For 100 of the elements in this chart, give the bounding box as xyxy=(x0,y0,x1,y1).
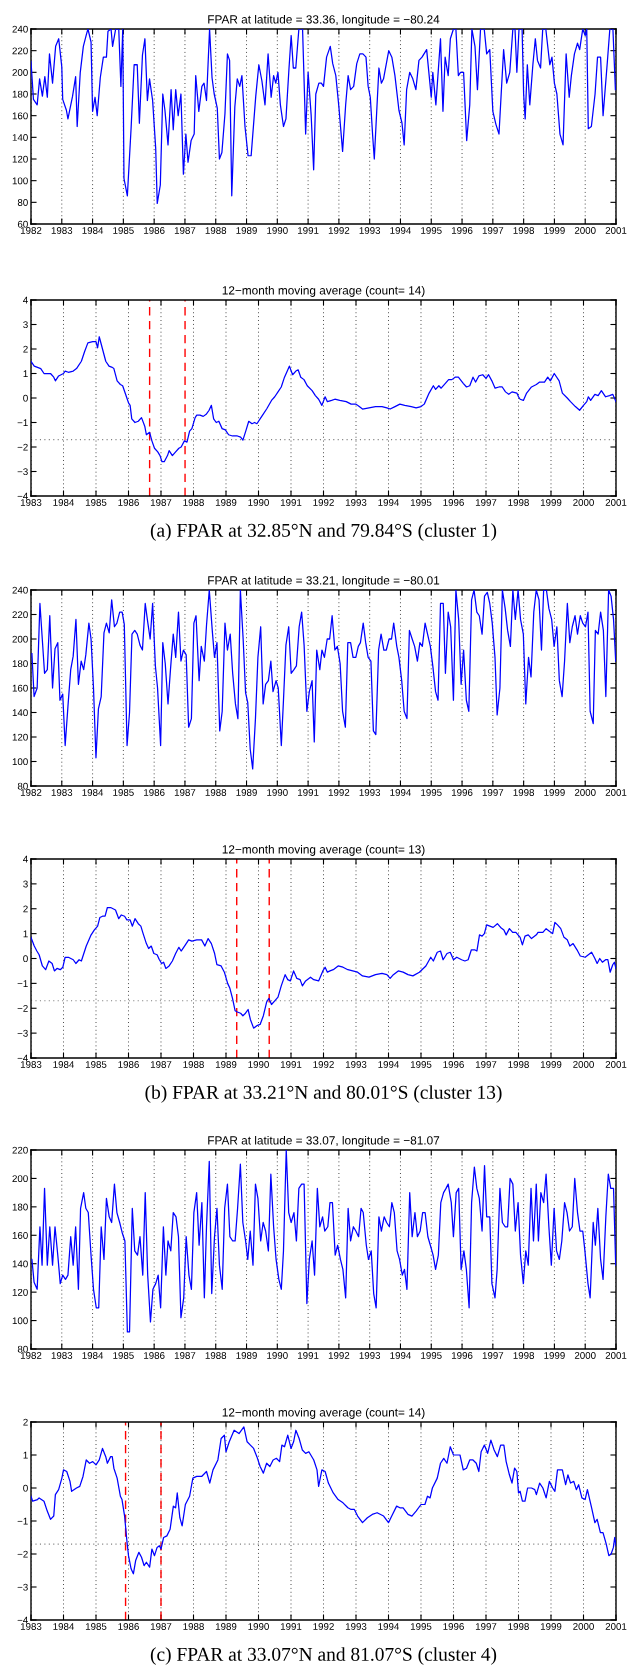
x-tick-label: 1999 xyxy=(540,1623,562,1630)
x-tick-label: 1985 xyxy=(85,499,107,506)
x-tick-label: 1985 xyxy=(85,1623,107,1630)
chart-title: 12−month moving average (count= 14) xyxy=(222,285,425,297)
x-tick-label: 1992 xyxy=(313,1061,334,1068)
y-tick-label: −2 xyxy=(17,1550,28,1558)
x-tick-label: 1987 xyxy=(174,789,196,796)
y-tick-label: 140 xyxy=(12,709,28,717)
x-tick-label: 1989 xyxy=(236,789,257,796)
y-tick-label: 2 xyxy=(23,345,28,353)
x-tick-label: 1998 xyxy=(508,499,529,506)
x-tick-label: 1984 xyxy=(53,499,75,506)
x-tick-label: 1994 xyxy=(390,789,411,796)
x-tick-label: 1986 xyxy=(144,789,165,796)
x-tick-label: 1995 xyxy=(410,1061,432,1068)
x-tick-label: 1982 xyxy=(20,789,42,796)
x-tick-label: 1987 xyxy=(174,227,196,234)
x-tick-label: 1990 xyxy=(267,1352,288,1359)
x-tick-label: 1994 xyxy=(378,499,400,506)
y-tick-label: 180 xyxy=(12,1203,28,1211)
x-tick-label: 2001 xyxy=(605,1352,627,1359)
x-tick-label: 1990 xyxy=(267,789,288,796)
y-tick-label: −1 xyxy=(17,1517,28,1525)
x-tick-label: 1986 xyxy=(144,1352,165,1359)
y-tick-label: 180 xyxy=(12,660,28,668)
y-tick-label: 80 xyxy=(17,782,28,790)
x-tick-label: 1991 xyxy=(298,227,319,234)
x-tick-label: 1995 xyxy=(410,1623,432,1630)
x-tick-label: 1984 xyxy=(82,227,104,234)
y-tick-label: 160 xyxy=(12,112,28,120)
x-tick-label: 1984 xyxy=(53,1623,75,1630)
y-tick-label: 220 xyxy=(12,47,28,55)
x-tick-label: 1988 xyxy=(205,789,227,796)
y-tick-label: 4 xyxy=(23,855,28,863)
x-tick-label: 1996 xyxy=(443,1623,464,1630)
x-tick-label: 1985 xyxy=(113,227,134,234)
x-tick-label: 1990 xyxy=(267,227,288,234)
y-tick-label: −1 xyxy=(17,419,28,427)
x-tick-label: 2000 xyxy=(573,499,594,506)
y-tick-label: 2 xyxy=(23,1418,28,1426)
x-tick-label: 1994 xyxy=(378,1061,400,1068)
x-tick-label: 1997 xyxy=(475,499,497,506)
x-tick-label: 1983 xyxy=(20,499,42,506)
x-tick-label: 1993 xyxy=(359,789,381,796)
x-tick-label: 1989 xyxy=(215,1061,237,1068)
x-tick-label: 1997 xyxy=(482,227,504,234)
y-tick-label: −3 xyxy=(17,1029,28,1037)
y-tick-label: 0 xyxy=(23,1484,28,1492)
y-tick-label: 140 xyxy=(12,134,28,141)
x-tick-label: 1991 xyxy=(280,1061,302,1068)
x-tick-label: 1993 xyxy=(345,1623,367,1630)
line-series xyxy=(31,1426,616,1575)
y-tick-label: 220 xyxy=(12,611,28,619)
x-tick-label: 1995 xyxy=(421,227,442,234)
x-tick-label: 1982 xyxy=(20,1352,42,1359)
x-tick-label: 1988 xyxy=(183,1623,204,1630)
x-tick-label: 1999 xyxy=(540,1061,562,1068)
y-tick-label: 200 xyxy=(12,1175,28,1183)
y-tick-label: 1 xyxy=(23,930,28,938)
x-tick-label: 2000 xyxy=(573,1623,594,1630)
y-tick-label: 3 xyxy=(23,321,28,329)
y-tick-label: 80 xyxy=(17,199,28,206)
x-tick-label: 2001 xyxy=(605,499,627,506)
x-tick-label: 1983 xyxy=(51,227,73,234)
x-tick-label: 1999 xyxy=(540,499,562,506)
x-tick-label: 1991 xyxy=(298,1352,319,1359)
text: (c) FPAR at 33.07°N and 81.07°S (cluster 4) xyxy=(150,1647,497,1665)
x-tick-label: 1983 xyxy=(20,1623,42,1630)
line-series xyxy=(31,906,616,1029)
x-tick-label: 1987 xyxy=(174,1352,196,1359)
y-tick-label: 0 xyxy=(23,394,28,402)
y-tick-label: 60 xyxy=(17,220,28,228)
x-tick-label: 1989 xyxy=(215,499,237,506)
x-tick-label: 1997 xyxy=(475,1061,497,1068)
x-tick-label: 1983 xyxy=(20,1061,42,1068)
y-tick-label: −4 xyxy=(17,1616,28,1624)
x-tick-label: 1992 xyxy=(313,1623,334,1630)
x-tick-label: 1986 xyxy=(118,1623,139,1630)
x-tick-label: 2000 xyxy=(574,227,596,234)
y-tick-label: −3 xyxy=(17,1583,28,1591)
x-tick-label: 1984 xyxy=(53,1061,75,1068)
x-tick-label: 1990 xyxy=(248,1061,269,1068)
x-tick-label: 1986 xyxy=(144,227,165,234)
chart-title: FPAR at latitude = 33.07, longitude = −81.07 xyxy=(208,1135,440,1147)
x-tick-label: 1994 xyxy=(390,227,411,234)
y-tick-label: 120 xyxy=(12,155,28,163)
y-tick-label: 200 xyxy=(12,635,28,643)
x-tick-label: 1998 xyxy=(513,227,535,234)
x-tick-label: 1988 xyxy=(205,1352,227,1359)
y-tick-label: 3 xyxy=(23,880,28,888)
x-tick-label: 1992 xyxy=(328,789,350,796)
x-tick-label: 1992 xyxy=(328,1352,350,1359)
x-tick-label: 1988 xyxy=(183,1061,204,1068)
x-tick-label: 1999 xyxy=(544,789,565,796)
x-tick-label: 1988 xyxy=(183,499,204,506)
y-tick-label: −4 xyxy=(17,492,28,500)
y-tick-label: 100 xyxy=(12,177,28,185)
x-tick-label: 1996 xyxy=(451,227,473,234)
x-tick-label: 1987 xyxy=(150,499,172,506)
x-tick-label: 1996 xyxy=(443,1061,464,1068)
